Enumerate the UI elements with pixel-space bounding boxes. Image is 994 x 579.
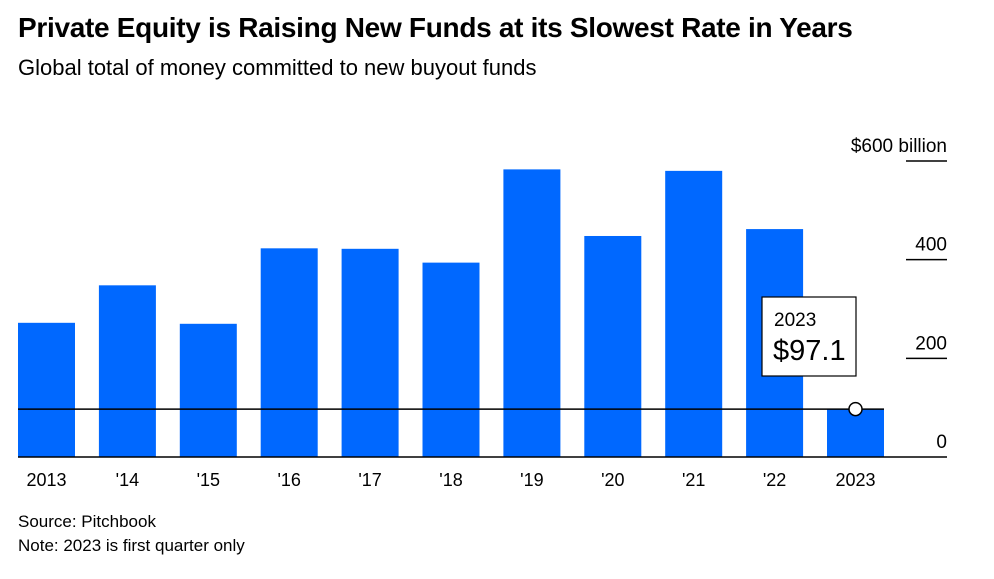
- bar-10: [827, 409, 884, 457]
- category-label-5: '18: [439, 470, 462, 490]
- category-label-0: 2013: [26, 470, 66, 490]
- category-label-8: '21: [682, 470, 705, 490]
- bar-8: [665, 170, 723, 457]
- callout: 2023 $97.1: [761, 296, 863, 417]
- category-label-2: '15: [197, 470, 220, 490]
- category-labels: 2013 '14 '15 '16 '17 '18 '19 '20 '21 '22 2023: [26, 470, 875, 490]
- y-tick-label-2: 400: [915, 235, 947, 256]
- chart-subtitle: Global total of money committed to new b…: [18, 55, 537, 80]
- category-label-4: '17: [358, 470, 381, 490]
- y-axis: 0 200 400 $600 billion: [851, 136, 947, 453]
- category-label-10: 2023: [835, 470, 875, 490]
- bar-3: [260, 248, 318, 457]
- bar-5: [422, 262, 480, 457]
- bar-6: [503, 169, 561, 458]
- bar-2: [179, 323, 237, 457]
- callout-box: [761, 296, 857, 377]
- bars-group: [18, 169, 884, 458]
- y-tick-label-1: 200: [915, 333, 947, 354]
- bar-7: [584, 235, 642, 457]
- bar-1: [98, 285, 156, 457]
- y-tick-label-0: 0: [936, 432, 947, 453]
- footnote: Note: 2023 is first quarter only: [18, 536, 245, 555]
- bar-0: [18, 322, 75, 457]
- callout-marker: [848, 401, 863, 417]
- category-label-7: '20: [601, 470, 624, 490]
- source-note: Source: Pitchbook: [18, 512, 156, 531]
- callout-year-label: 2023: [774, 310, 816, 331]
- bar-4: [341, 248, 399, 457]
- category-label-1: '14: [116, 470, 139, 490]
- category-label-9: '22: [763, 470, 786, 490]
- category-label-3: '16: [277, 470, 300, 490]
- y-tick-label-3: $600 billion: [851, 136, 947, 157]
- callout-value-label: $97.1: [773, 335, 846, 367]
- chart-title: Private Equity is Raising New Funds at i…: [18, 12, 853, 43]
- category-label-6: '19: [520, 470, 543, 490]
